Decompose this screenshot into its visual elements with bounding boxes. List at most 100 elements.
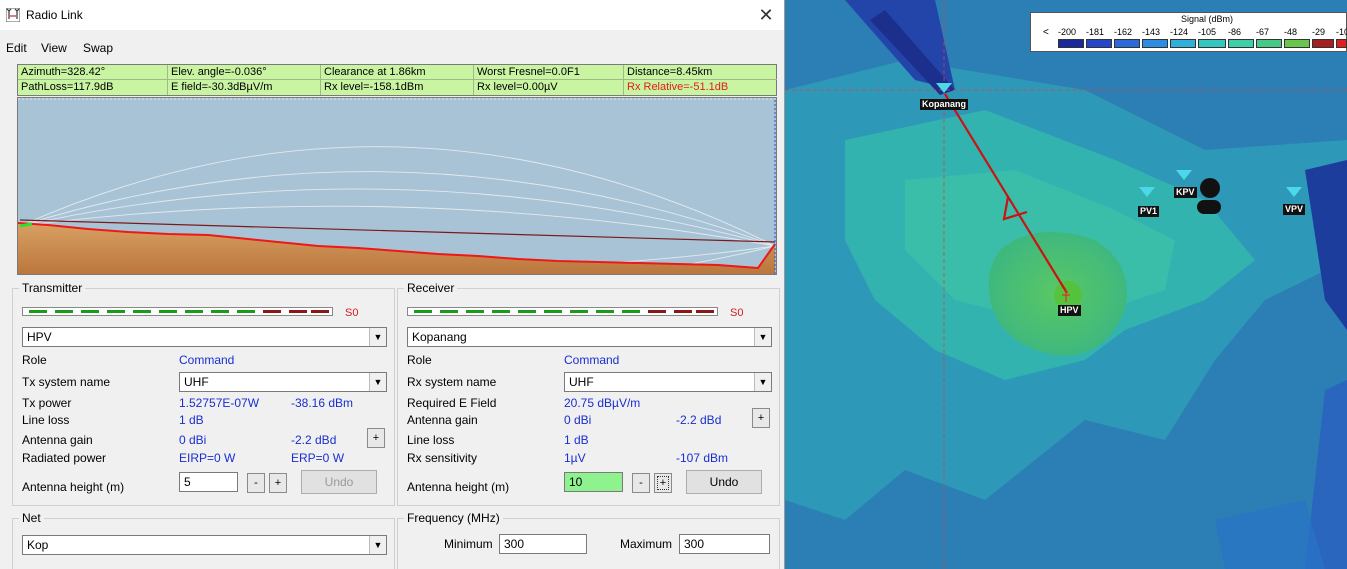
terrain-profile-graphic: [18, 98, 776, 274]
legend-swatch: [1284, 39, 1310, 48]
tx-power-label: Tx power: [22, 396, 72, 410]
chevron-down-icon[interactable]: ▼: [754, 373, 771, 391]
menu-swap[interactable]: Swap: [83, 41, 114, 55]
rx-unit-value: Kopanang: [412, 330, 467, 344]
chevron-down-icon[interactable]: ▼: [369, 328, 386, 346]
rx-antenna-gain-dbi: 0 dBi: [564, 413, 592, 427]
legend-swatch: [1086, 39, 1112, 48]
rx-antenna-gain-label: Antenna gain: [407, 413, 478, 427]
tx-system-select[interactable]: UHF ▼: [179, 372, 387, 392]
tx-signal-meter: [22, 307, 333, 316]
net-value: Kop: [27, 538, 49, 552]
frequency-max-input[interactable]: 300: [679, 534, 770, 554]
rx-system-select[interactable]: UHF ▼: [564, 372, 772, 392]
site-label-kpv[interactable]: KPV: [1174, 187, 1197, 198]
rx-unit-select[interactable]: Kopanang ▼: [407, 327, 772, 347]
tx-antenna-gain-dbd: -2.2 dBd: [291, 433, 337, 447]
legend-swatch: [1198, 39, 1226, 48]
legend-swatch: [1058, 39, 1084, 48]
legend-label: -67: [1256, 27, 1270, 37]
receiver-title: Receiver: [404, 281, 458, 295]
elevation-angle-readout: Elev. angle=-0.036°: [168, 65, 321, 80]
legend-label: -181: [1086, 27, 1105, 37]
tx-height-minus-button[interactable]: -: [247, 473, 265, 493]
coverage-map[interactable]: [785, 0, 1347, 569]
tx-role-value: Command: [179, 353, 235, 367]
rx-system-value: UHF: [569, 375, 594, 389]
tx-unit-value: HPV: [27, 330, 52, 344]
rx-undo-button[interactable]: Undo: [686, 470, 762, 494]
rx-antenna-gain-dbd: -2.2 dBd: [676, 413, 722, 427]
rx-line-loss-label: Line loss: [407, 433, 455, 447]
legend-label: -105: [1198, 27, 1217, 37]
tx-system-label: Tx system name: [22, 375, 111, 389]
tx-unit-select[interactable]: HPV ▼: [22, 327, 387, 347]
chevron-down-icon[interactable]: ▼: [369, 536, 386, 554]
terrain-profile-view[interactable]: [17, 97, 777, 275]
legend-label: -200: [1058, 27, 1077, 37]
rx-height-minus-button[interactable]: -: [632, 473, 650, 493]
e-field-readout: E field=-30.3dBµV/m: [168, 80, 321, 95]
chevron-down-icon[interactable]: ▼: [754, 328, 771, 346]
rx-sensitivity-uv: 1µV: [564, 451, 586, 465]
site-label-pv1[interactable]: PV1: [1138, 206, 1160, 217]
tx-antenna-height-input[interactable]: 5: [179, 472, 238, 492]
tx-height-plus-button[interactable]: +: [269, 473, 287, 493]
tx-gain-plus-button[interactable]: +: [367, 428, 385, 448]
legend-label: -124: [1170, 27, 1189, 37]
signal-legend: Signal (dBm) < -200 -181 -162 -143 -124 …: [1030, 12, 1347, 52]
radio-link-app-icon: [6, 8, 20, 22]
worst-fresnel-readout: Worst Fresnel=0.0F1: [474, 65, 624, 80]
rx-relative-readout: Rx Relative=-51.1dB: [627, 81, 729, 93]
azimuth-readout: Azimuth=328.42°: [18, 65, 168, 80]
frequency-max-label: Maximum: [620, 537, 673, 551]
tx-antenna-height-label: Antenna height (m): [22, 480, 125, 494]
tx-erp-value: ERP=0 W: [291, 451, 345, 465]
legend-title: Signal (dBm): [1181, 14, 1234, 24]
clearance-readout: Clearance at 1.86km: [321, 65, 474, 80]
rx-antenna-height-input[interactable]: 10: [564, 472, 623, 492]
rx-system-label: Rx system name: [407, 375, 497, 389]
tx-line-loss-label: Line loss: [22, 413, 70, 427]
rx-gain-plus-button[interactable]: +: [752, 408, 770, 428]
receiver-group: Receiver S0 Kopanang ▼ Role Command Rx s…: [397, 281, 780, 506]
rx-sensitivity-dbm: -107 dBm: [676, 451, 729, 465]
legend-label: -86: [1228, 27, 1242, 37]
legend-label: -48: [1284, 27, 1298, 37]
rx-s-unit-label: S0: [730, 307, 744, 319]
frequency-title: Frequency (MHz): [404, 511, 503, 525]
menu-view[interactable]: View: [41, 41, 67, 55]
rx-sensitivity-label: Rx sensitivity: [407, 451, 478, 465]
legend-swatch: [1170, 39, 1196, 48]
transmitter-group: Transmitter S0 HPV ▼ Role Command Tx sys…: [12, 281, 395, 506]
menu-edit[interactable]: Edit: [6, 41, 27, 55]
frequency-min-input[interactable]: 300: [499, 534, 587, 554]
close-icon[interactable]: ✕: [758, 5, 774, 25]
net-group: Net Kop ▼: [12, 511, 395, 569]
tx-antenna-gain-label: Antenna gain: [22, 433, 93, 447]
distance-readout: Distance=8.45km: [624, 65, 777, 80]
legend-label: -29: [1312, 27, 1326, 37]
site-label-kopanang[interactable]: Kopanang: [920, 99, 968, 110]
tx-power-dbm: -38.16 dBm: [291, 396, 354, 410]
tower-marker-kopanang: [936, 83, 952, 93]
chevron-down-icon[interactable]: ▼: [369, 373, 386, 391]
site-label-vpv[interactable]: VPV: [1283, 204, 1306, 215]
rx-role-label: Role: [407, 353, 432, 367]
legend-swatch: [1312, 39, 1334, 48]
tx-antenna-gain-dbi: 0 dBi: [179, 433, 207, 447]
tx-undo-button[interactable]: Undo: [301, 470, 377, 494]
rx-height-plus-button[interactable]: +: [654, 473, 672, 493]
rx-required-e-field-value: 20.75 dBµV/m: [564, 396, 641, 410]
legend-scroll-left-icon[interactable]: <: [1043, 27, 1049, 38]
tx-radiated-power-label: Radiated power: [22, 451, 107, 465]
rx-line-loss-value: 1 dB: [564, 433, 589, 447]
title-bar: Radio Link ✕: [0, 0, 784, 30]
rx-level-uv-readout: Rx level=0.00µV: [474, 80, 624, 95]
rx-level-dbm-readout: Rx level=-158.1dBm: [321, 80, 474, 95]
site-label-hpv[interactable]: HPV: [1058, 305, 1081, 316]
net-select[interactable]: Kop ▼: [22, 535, 387, 555]
window-title: Radio Link: [26, 8, 83, 22]
rx-signal-meter: [407, 307, 718, 316]
legend-swatch: [1114, 39, 1140, 48]
